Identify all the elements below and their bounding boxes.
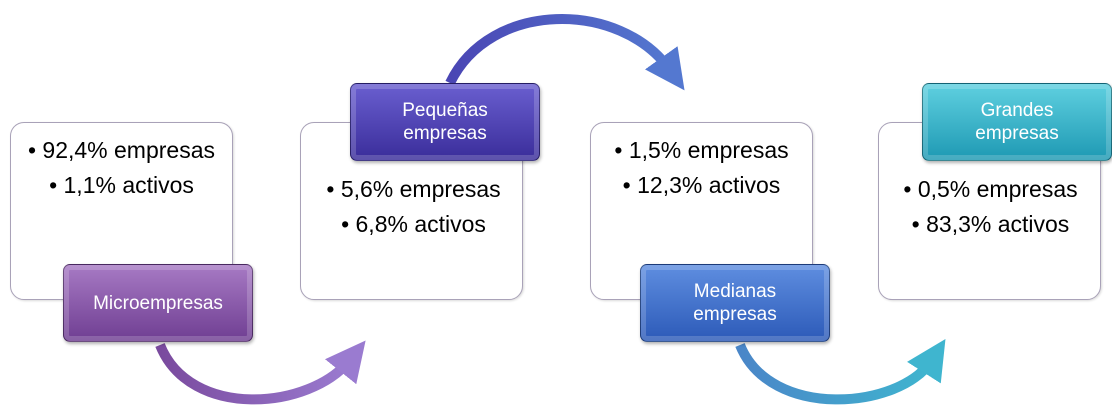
node-label: Medianas empresas: [640, 264, 830, 342]
bullets: • 1,5% empresas • 12,3% activos: [594, 136, 809, 206]
node-label: Grandes empresas: [922, 83, 1112, 161]
bullet: • 0,5% empresas: [903, 176, 1078, 202]
bullet: • 12,3% activos: [622, 172, 781, 198]
bullet: • 92,4% empresas: [27, 137, 216, 163]
bullet: • 5,6% empresas: [326, 176, 501, 202]
arrow: [735, 338, 946, 405]
bullets: • 92,4% empresas • 1,1% activos: [14, 136, 229, 206]
node-label: Microempresas: [63, 264, 253, 342]
bullet: • 83,3% activos: [911, 211, 1070, 237]
bullets: • 0,5% empresas • 83,3% activos: [883, 175, 1098, 245]
bullet: • 6,8% activos: [341, 211, 486, 237]
arrow: [445, 14, 685, 91]
bullets: • 5,6% empresas • 6,8% activos: [306, 175, 521, 245]
arrow: [155, 340, 366, 405]
node-label: Pequeñas empresas: [350, 83, 540, 161]
bullet: • 1,1% activos: [49, 172, 194, 198]
bullet: • 1,5% empresas: [614, 137, 789, 163]
